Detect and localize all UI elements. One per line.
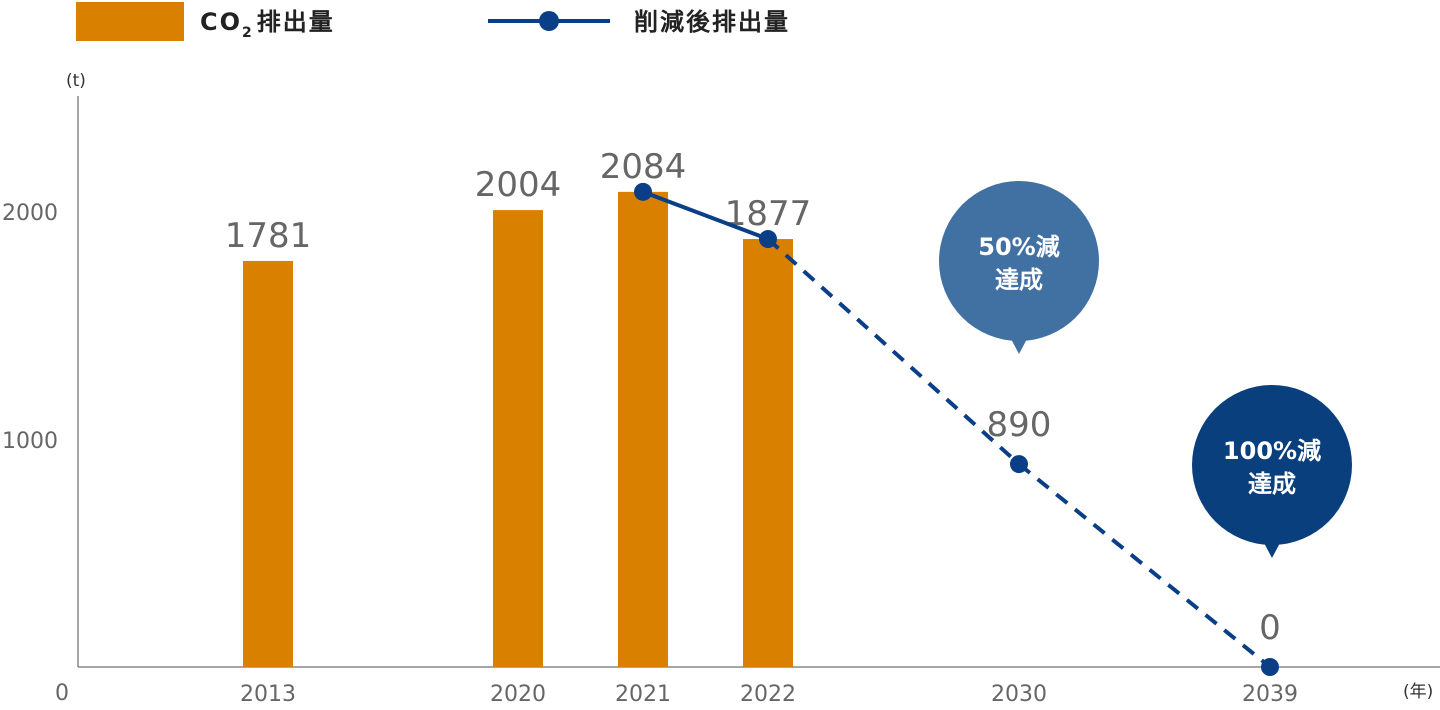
line-data-label: 890 [987, 405, 1052, 445]
bar-data-label: 1781 [225, 216, 312, 256]
bar [743, 239, 793, 667]
callout-pointer [1010, 337, 1028, 354]
x-tick-label: 2013 [240, 682, 296, 706]
x-tick-label: 2021 [615, 682, 671, 706]
line-point [1261, 658, 1279, 676]
x-axis-unit: (年) [1403, 682, 1433, 702]
y-tick-label: 1000 [2, 429, 58, 454]
callout-text: 50%減 [978, 233, 1059, 261]
callout-pointer [1263, 541, 1281, 558]
y-tick-label: 2000 [2, 201, 58, 226]
x-tick-label: 2030 [991, 682, 1047, 706]
line-data-label: 0 [1259, 608, 1281, 648]
bar [618, 191, 668, 667]
x-tick-label: 2022 [740, 682, 796, 706]
callout-text: 100%減 [1223, 437, 1321, 465]
callout-text: 達成 [1248, 470, 1296, 498]
line-point [634, 182, 652, 201]
line-segment [1017, 462, 1272, 669]
legend-bar-label: CO2 排出量 [200, 8, 335, 41]
legend-line-label: 削減後排出量 [634, 8, 790, 36]
legend-line-marker [539, 11, 559, 31]
line-segment [766, 237, 1021, 466]
bar [493, 210, 543, 667]
bar-data-label: 2004 [475, 165, 562, 205]
bar-data-label: 2084 [600, 147, 687, 187]
y-tick-label: 0 [55, 681, 69, 706]
line-segment [642, 189, 769, 241]
line-point [759, 230, 777, 249]
bar [243, 260, 293, 667]
legend-bar-swatch [76, 2, 184, 41]
callout-bubble [1192, 385, 1352, 545]
x-tick-label: 2020 [490, 682, 546, 706]
callout-bubble [939, 181, 1099, 341]
callout-text: 達成 [995, 266, 1043, 294]
y-axis-unit: (t) [66, 71, 86, 91]
x-tick-label: 2039 [1242, 682, 1298, 706]
line-point [1010, 455, 1028, 474]
